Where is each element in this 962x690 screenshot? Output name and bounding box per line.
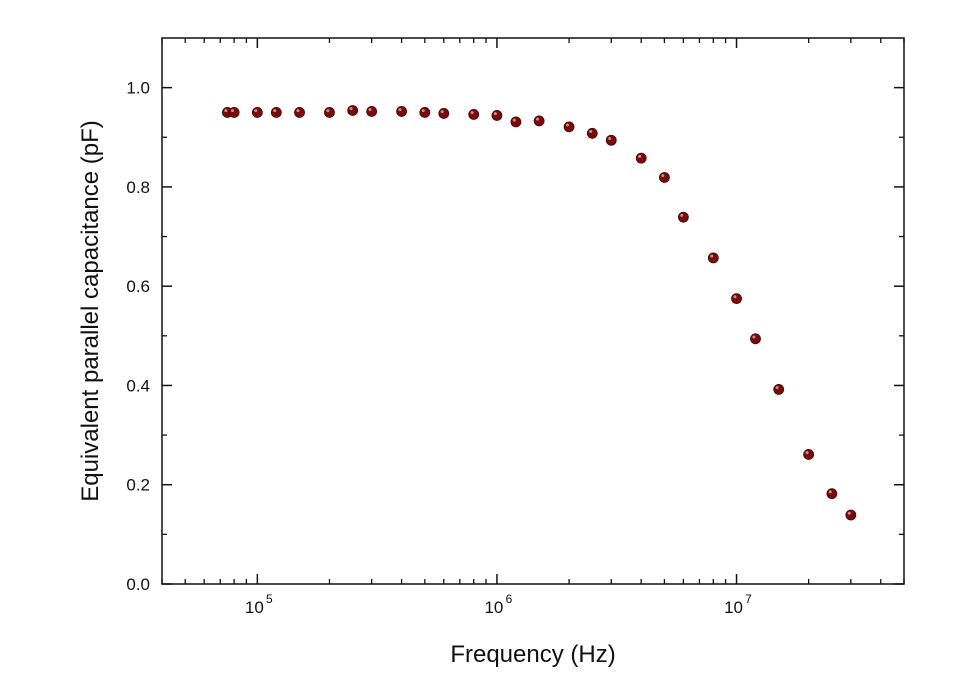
data-point: [605, 134, 617, 146]
x-tick-label: 10: [245, 598, 264, 617]
data-point: [533, 115, 545, 127]
x-tick-labels: 10 5 10 6 10 7: [245, 592, 752, 617]
data-point: [826, 488, 838, 500]
x-minor-ticks: [161, 38, 905, 584]
x-tick-label-exponent: 6: [506, 592, 513, 606]
data-point-highlight: [589, 130, 593, 134]
data-point: [707, 252, 719, 264]
data-point: [773, 384, 785, 395]
data-point: [586, 127, 598, 139]
data-point-highlight: [536, 117, 540, 121]
data-point-highlight: [847, 511, 851, 515]
data-point-highlight: [349, 107, 353, 111]
data-point: [228, 107, 240, 118]
x-major-ticks: [256, 38, 738, 584]
data-point: [419, 107, 431, 118]
data-point-highlight: [296, 109, 300, 113]
y-tick-label: 0.8: [126, 178, 150, 197]
data-point-highlight: [224, 109, 228, 113]
x-axis-label: Frequency (Hz): [450, 641, 615, 668]
data-point-highlight: [493, 112, 497, 116]
data-point-highlight: [273, 109, 277, 113]
y-tick-label: 0.0: [126, 575, 150, 594]
data-point-highlight: [368, 108, 372, 112]
data-point: [731, 293, 742, 304]
data-point-highlight: [608, 136, 612, 140]
data-point-highlight: [440, 110, 444, 114]
data-point-highlight: [398, 108, 402, 112]
data-point: [659, 172, 670, 183]
data-point-highlight: [638, 154, 642, 158]
plot-frame: [161, 37, 905, 585]
data-point-highlight: [565, 123, 569, 127]
data-point: [803, 449, 815, 460]
data-point-highlight: [231, 109, 235, 113]
data-point: [635, 152, 647, 164]
data-point-highlight: [254, 109, 258, 113]
data-point-highlight: [326, 109, 330, 113]
data-point-highlight: [661, 174, 665, 178]
data-point: [366, 106, 378, 117]
y-tick-label: 0.6: [126, 277, 150, 296]
data-point-highlight: [775, 386, 779, 390]
y-tick-label: 1.0: [126, 79, 150, 98]
data-points: [222, 105, 857, 521]
data-point: [270, 107, 282, 118]
data-point: [677, 211, 689, 223]
data-point: [563, 121, 575, 133]
data-point-highlight: [733, 295, 737, 299]
x-tick-label: 10: [724, 598, 743, 617]
data-point: [510, 116, 522, 128]
y-tick-label: 0.4: [126, 376, 150, 395]
data-point: [324, 107, 335, 118]
y-ticks: [162, 86, 904, 585]
data-point: [251, 107, 263, 118]
data-point-highlight: [805, 451, 809, 455]
data-point-highlight: [710, 254, 714, 258]
x-tick-label: 10: [484, 598, 503, 617]
y-tick-label: 0.2: [126, 476, 150, 495]
x-tick-label-exponent: 7: [745, 592, 752, 606]
data-point-highlight: [470, 111, 474, 115]
data-point-highlight: [512, 118, 516, 122]
data-point-highlight: [421, 109, 425, 113]
data-point-highlight: [680, 213, 684, 217]
data-point: [491, 110, 503, 121]
data-point: [396, 106, 407, 117]
data-point: [468, 109, 480, 120]
y-tick-labels: 0.0 0.2 0.4 0.6 0.8 1.0: [126, 79, 150, 594]
data-point: [347, 105, 359, 116]
data-point: [438, 108, 450, 119]
data-point: [845, 509, 857, 521]
y-axis-label: Equivalent parallel capacitance (pF): [77, 120, 104, 502]
data-point-highlight: [828, 490, 832, 494]
x-tick-label-exponent: 5: [266, 592, 273, 606]
data-point: [294, 107, 305, 118]
data-point-highlight: [752, 335, 756, 339]
data-point: [750, 333, 761, 345]
